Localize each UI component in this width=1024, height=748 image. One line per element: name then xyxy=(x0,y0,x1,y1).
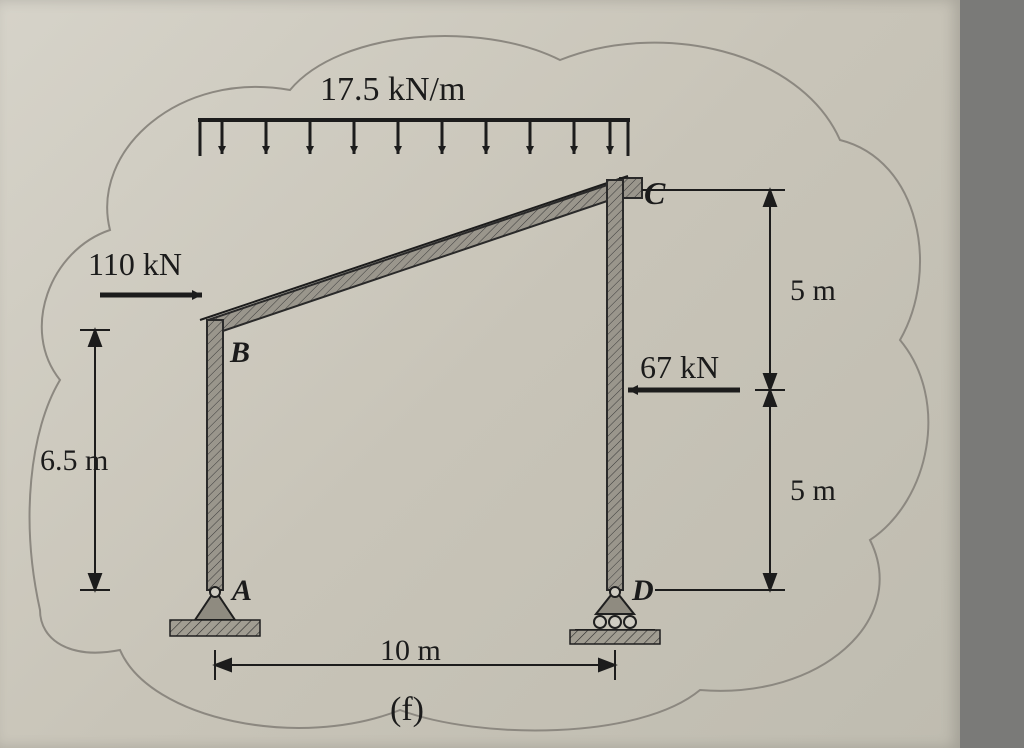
figure-label: (f) xyxy=(390,691,424,728)
diagram-svg: 17.5 kN/m 110 kN 67 kN xyxy=(0,0,960,748)
distributed-load-label: 17.5 kN/m xyxy=(320,71,465,108)
member-bc xyxy=(208,178,642,336)
point-load-cd-label: 67 kN xyxy=(640,349,719,385)
member-cd xyxy=(607,180,623,590)
dim-c-lower xyxy=(655,390,785,590)
paper-page: 17.5 kN/m 110 kN 67 kN xyxy=(0,0,960,748)
dim-c-lower-label: 5 m xyxy=(790,474,836,507)
dim-ab-label: 6.5 m xyxy=(40,444,108,477)
dim-c-upper-label: 5 m xyxy=(790,274,836,307)
member-ab xyxy=(207,320,223,590)
node-label-d: D xyxy=(631,574,654,607)
node-label-c: C xyxy=(644,175,666,211)
node-label-b: B xyxy=(229,336,250,369)
load-base-line xyxy=(200,176,628,320)
cloud-outline xyxy=(30,36,929,730)
distributed-load xyxy=(198,120,630,320)
node-label-a: A xyxy=(230,574,252,607)
point-load-b-label: 110 kN xyxy=(88,246,182,282)
dim-ad-label: 10 m xyxy=(380,634,441,667)
